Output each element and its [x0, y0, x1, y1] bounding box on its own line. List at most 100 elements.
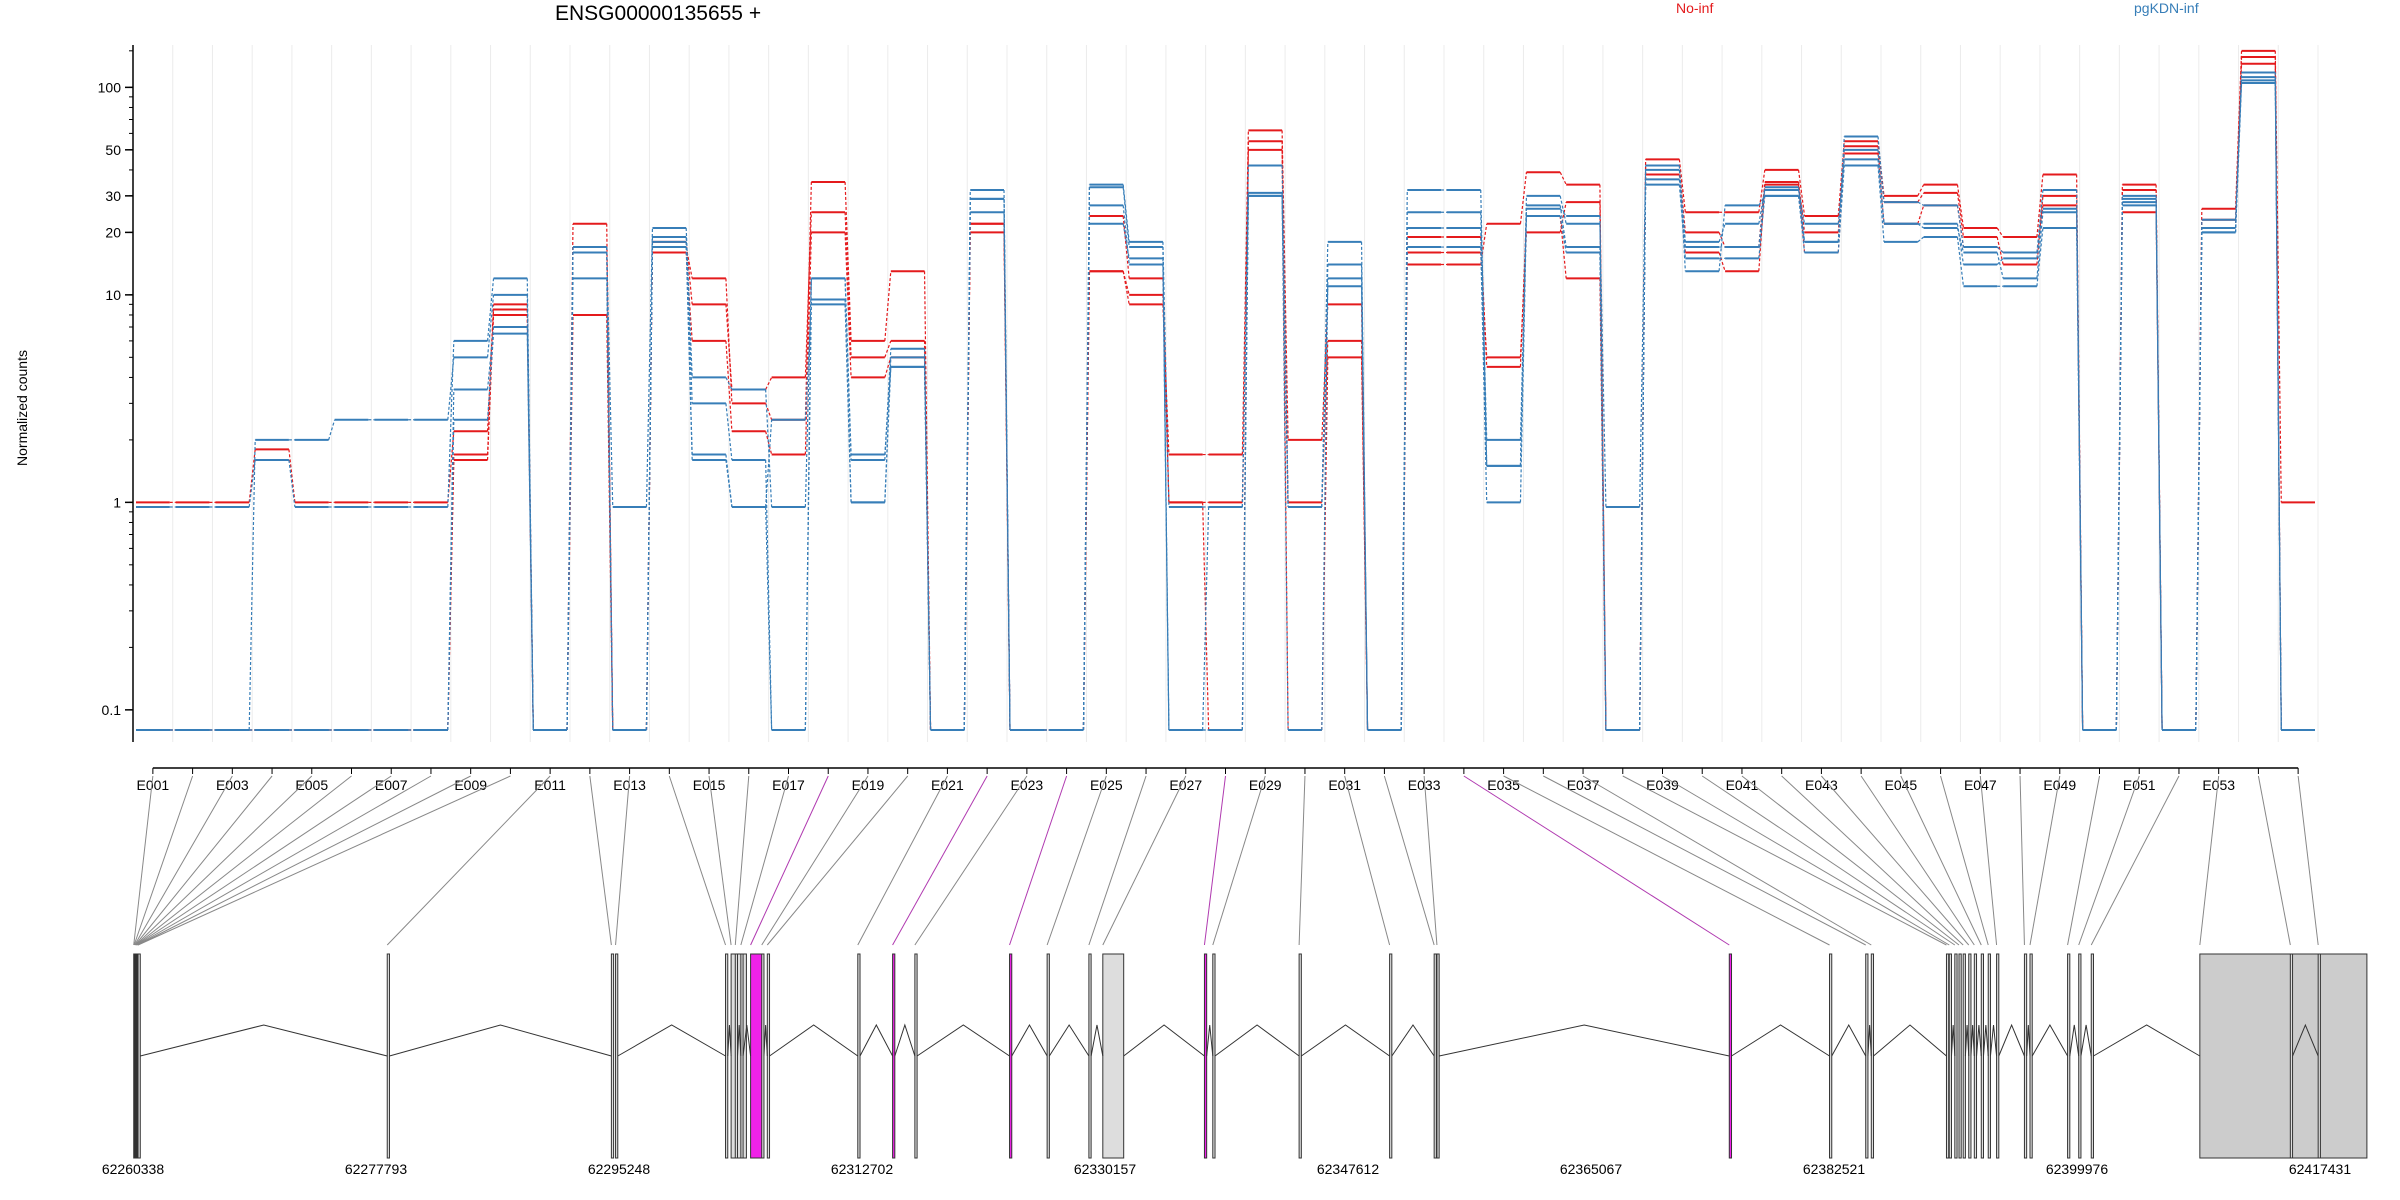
series-connector — [1162, 241, 1170, 507]
y-tick-label: 100 — [98, 79, 122, 95]
series-connector — [447, 340, 455, 508]
intron-line — [1873, 1024, 1947, 1057]
x-tick-label: E029 — [1249, 777, 1282, 793]
series-connector — [2115, 205, 2123, 730]
series-connector — [884, 340, 892, 358]
series-connector — [1797, 187, 1806, 242]
series-connector — [2195, 219, 2203, 730]
exon-connector — [134, 775, 273, 946]
series-connector — [1400, 247, 1408, 730]
series-connector — [1718, 223, 1726, 243]
series-connector — [765, 419, 773, 508]
series-connector — [804, 232, 812, 455]
series-connector — [1956, 236, 1965, 287]
series-connector — [1559, 208, 1567, 217]
exon-connector — [1383, 775, 1435, 946]
series-connector — [2036, 174, 2044, 238]
series-connector — [486, 278, 495, 341]
intron-line — [1011, 1023, 1048, 1057]
series-connector — [447, 419, 455, 730]
exon-connector — [2067, 775, 2100, 946]
intron-line — [859, 1023, 894, 1057]
exon-block — [2199, 953, 2368, 1159]
exon-block — [1968, 953, 1972, 1159]
exon-block — [610, 953, 615, 1159]
exon-connector — [740, 775, 789, 946]
exon-connector — [2199, 775, 2220, 946]
series-pgkdn-inf — [136, 79, 2315, 731]
x-tick-label: E011 — [534, 777, 566, 793]
series-connector — [1360, 286, 1369, 730]
series-connector — [844, 304, 852, 503]
x-tick-label: E009 — [454, 777, 487, 793]
exon-connector — [1662, 775, 1950, 946]
series-no-inf — [136, 56, 2315, 731]
exon-connector — [857, 775, 948, 946]
series-connector — [1996, 252, 2004, 279]
exon-block — [1962, 953, 1966, 1159]
exon-block — [2317, 953, 2321, 1159]
intron-line — [2026, 1024, 2031, 1057]
series-pgkdn-inf — [136, 71, 2315, 731]
series-connector — [566, 247, 574, 730]
intron-line — [1301, 1024, 1390, 1057]
exon-connector — [1212, 775, 1266, 946]
series-connector — [1877, 149, 1885, 224]
series-connector — [1956, 227, 1965, 253]
series-connector — [1519, 215, 1528, 503]
series-connector — [486, 294, 495, 358]
intron-line — [1970, 1024, 1975, 1057]
exon-connector — [386, 775, 551, 946]
exon-block — [1046, 953, 1050, 1159]
series-connector — [2274, 80, 2282, 730]
genomic-coordinate-label: 62260338 — [102, 1161, 165, 1177]
series-connector — [1360, 278, 1369, 730]
series-connector — [486, 333, 495, 420]
x-tick-label: E031 — [1328, 777, 1361, 793]
x-tick-label: E025 — [1090, 777, 1123, 793]
x-tick-label: E043 — [1805, 777, 1838, 793]
legend-no-inf: No-inf — [1676, 0, 1714, 16]
x-tick-label: E045 — [1885, 777, 1918, 793]
y-tick-label: 30 — [105, 188, 121, 204]
series-connector — [1122, 187, 1130, 248]
series-connector — [844, 232, 852, 378]
exon-connector — [1622, 775, 1947, 946]
series-connector — [1678, 165, 1686, 272]
series-connector — [1758, 169, 1766, 213]
series-connector — [2155, 205, 2163, 730]
series-connector — [1917, 201, 1925, 206]
series-connector — [2036, 212, 2044, 279]
exon-block — [1987, 953, 1991, 1159]
series-connector — [1281, 192, 1289, 730]
exon-block — [1728, 953, 1733, 1159]
genomic-coordinate-label: 62382521 — [1803, 1161, 1866, 1177]
series-connector — [804, 299, 812, 730]
series-connector — [923, 366, 932, 730]
exon-block — [1829, 953, 1833, 1159]
series-connector — [248, 449, 256, 503]
series-connector — [2076, 227, 2084, 730]
series-connector — [725, 459, 733, 508]
series-connector — [884, 357, 892, 378]
exon-connector — [1900, 775, 1982, 946]
series-connector — [606, 247, 614, 730]
intron-line — [2031, 1023, 2069, 1057]
chart-title: ENSG00000135655 + — [555, 2, 762, 25]
exon-block — [1436, 953, 1440, 1159]
series-connector — [1241, 192, 1249, 730]
series-connector — [1956, 192, 1965, 238]
exon-connector — [734, 775, 750, 946]
series-pgkdn-inf — [136, 81, 2315, 731]
intron-line — [140, 1024, 388, 1057]
intron-line — [1831, 1023, 1867, 1057]
intron-line — [1998, 1023, 2025, 1057]
x-tick-label: E051 — [2123, 777, 2156, 793]
series-connector — [1917, 236, 1925, 243]
exon-block — [1203, 953, 1208, 1159]
series-connector — [1678, 184, 1686, 259]
series-connector — [1559, 205, 1567, 248]
series-connector — [884, 366, 892, 503]
genomic-coordinate-label: 62417431 — [2289, 1161, 2352, 1177]
exon-block — [1389, 953, 1393, 1159]
